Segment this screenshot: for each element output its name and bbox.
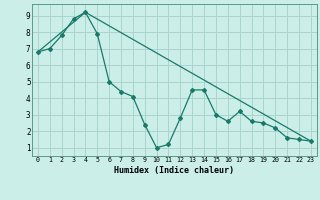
X-axis label: Humidex (Indice chaleur): Humidex (Indice chaleur): [115, 166, 234, 175]
